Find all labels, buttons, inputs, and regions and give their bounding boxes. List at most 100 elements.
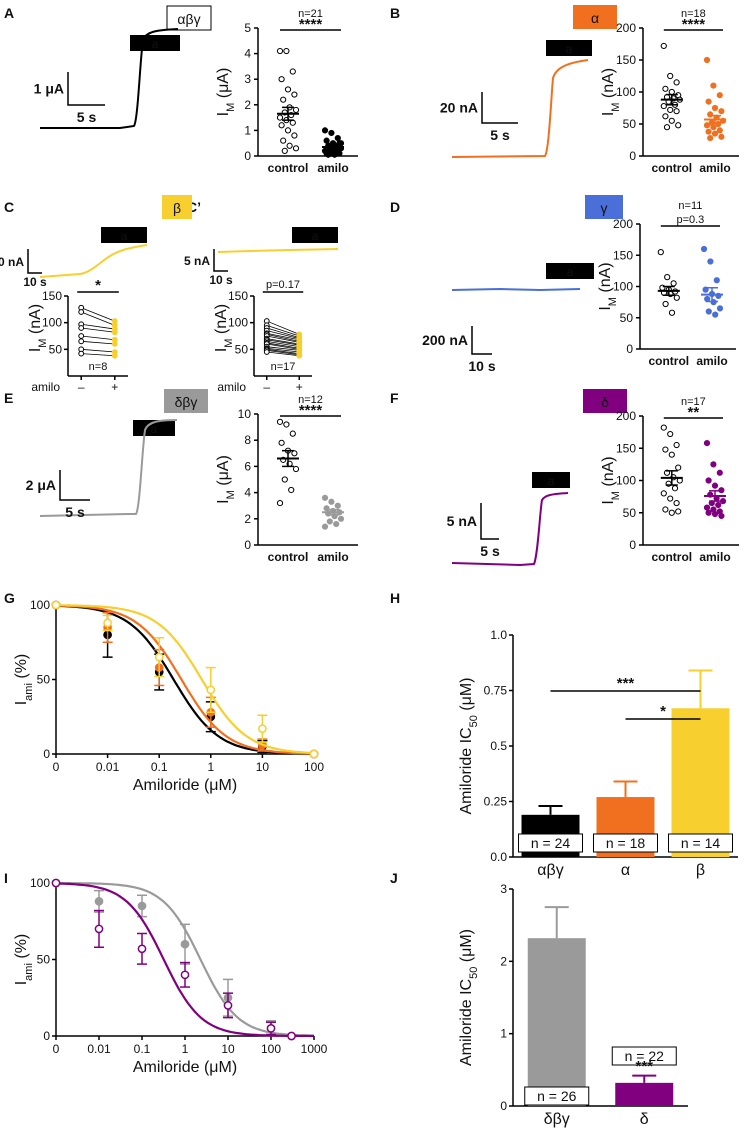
- y-tick-label: 0: [244, 538, 251, 552]
- pair-line: [81, 348, 115, 353]
- data-point: [280, 137, 287, 144]
- y-tick-label: 0.25: [484, 795, 508, 809]
- panel-letter-b: B: [390, 5, 400, 21]
- data-point: [206, 685, 216, 695]
- stimulus-label: a: [152, 37, 159, 51]
- before-point: [78, 333, 85, 339]
- data-point: [289, 68, 296, 75]
- x-tick-label: 1: [207, 760, 214, 774]
- stimulus-bar: [532, 472, 570, 488]
- data-point: [705, 308, 712, 315]
- y-tick-label: 50: [37, 953, 51, 967]
- data-point: [321, 127, 329, 134]
- subunit-label-box: [573, 5, 617, 29]
- category-label: αβγ: [537, 862, 563, 879]
- data-point: [278, 122, 285, 129]
- data-point: [705, 128, 712, 135]
- category-label: amilo: [699, 550, 730, 564]
- significance-label: ****: [299, 16, 323, 33]
- fit-curve: [55, 604, 314, 755]
- scale-bar: [67, 72, 105, 106]
- bar: [615, 1082, 674, 1106]
- n-label-box: [668, 833, 733, 853]
- y-tick-label: 8: [244, 433, 251, 447]
- n-label: n = 22: [625, 1048, 665, 1064]
- data-point: [337, 140, 345, 147]
- y-tick-label: 50: [49, 342, 63, 356]
- x-tick-label: 0.1: [134, 1042, 151, 1056]
- data-point: [718, 108, 725, 115]
- data-point: [321, 523, 329, 530]
- pair-line: [81, 335, 115, 341]
- paired-cell: [78, 350, 118, 359]
- scale-bar: [471, 326, 492, 355]
- data-point: [288, 486, 295, 494]
- data-point: [328, 498, 335, 505]
- y-axis-title: Amiloride IC50 (μM): [458, 677, 480, 814]
- data-point: [291, 91, 298, 98]
- n-label: n=17: [681, 396, 706, 408]
- y-tick-label: 2: [500, 954, 507, 968]
- pair-line: [266, 335, 300, 343]
- stimulus-label: a: [312, 229, 319, 243]
- scale-x-label: 10 s: [468, 358, 495, 374]
- data-point: [94, 924, 104, 934]
- y-axis-title: Amiloride IC50 (μM): [458, 929, 480, 1066]
- amilo-points: [321, 127, 345, 158]
- y-tick-label: 50: [37, 673, 51, 687]
- data-point: [703, 439, 711, 447]
- paired-cell: [263, 322, 303, 339]
- data-point: [675, 508, 682, 515]
- data-point: [668, 309, 676, 316]
- subunit-label: δβγ: [175, 394, 198, 410]
- current-trace: [451, 492, 569, 567]
- scale-bar: [481, 92, 518, 124]
- scale-y-label: 20 nA: [440, 100, 478, 116]
- stimulus-bar: [133, 420, 175, 436]
- after-point: [111, 341, 118, 347]
- x-tick-label: 0: [53, 1042, 60, 1056]
- subunit-label: α: [591, 10, 599, 26]
- pair-line: [81, 323, 115, 330]
- data-point: [334, 502, 341, 509]
- y-axis-title: IM (μA): [215, 455, 237, 504]
- paired-cell: [78, 304, 118, 324]
- data-point: [94, 897, 104, 906]
- x-tick-label: 100: [261, 1042, 281, 1056]
- paired-cell: [263, 349, 303, 359]
- data-point: [137, 901, 147, 911]
- data-point: [673, 441, 680, 449]
- data-point: [662, 446, 669, 453]
- panel-letter-c: C: [4, 199, 14, 215]
- control-points: [276, 47, 300, 154]
- stimulus-label: a: [566, 42, 573, 56]
- control-points: [660, 42, 683, 131]
- after-point: [111, 329, 118, 336]
- paired-cell: [78, 325, 118, 336]
- data-point: [276, 47, 284, 55]
- data-point: [278, 439, 285, 446]
- y-tick-label: 100: [30, 598, 50, 612]
- data-point: [292, 145, 300, 152]
- x-tick-label: 0.1: [151, 760, 168, 774]
- stimulus-label: a: [567, 265, 574, 279]
- y-tick-label: 50: [623, 506, 637, 520]
- stimulus-label: a: [121, 229, 128, 243]
- y-tick-label: 3: [500, 882, 507, 896]
- data-point: [180, 970, 190, 980]
- scale-x-label: 10 s: [23, 275, 47, 289]
- significance-label: ****: [299, 402, 323, 419]
- x-sign-minus: –: [78, 380, 85, 394]
- panel-letter-f: F: [390, 390, 399, 406]
- data-point: [662, 113, 669, 120]
- data-point: [662, 85, 669, 92]
- y-tick-label: 0: [626, 342, 633, 356]
- data-point: [716, 127, 723, 134]
- dose-series-2: [51, 600, 319, 759]
- data-point: [326, 518, 333, 525]
- x-tick-label: 100: [304, 760, 324, 774]
- significance-label: p=0.17: [266, 279, 300, 291]
- y-tick-label: 100: [30, 876, 50, 890]
- data-point: [663, 124, 671, 131]
